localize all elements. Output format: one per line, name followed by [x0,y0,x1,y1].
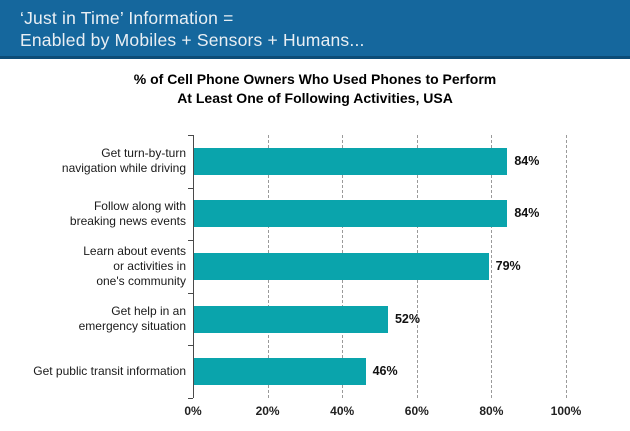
value-label: 46% [372,364,398,379]
category-label-line: emergency situation [78,319,186,334]
category-label-line: one's community [96,273,186,288]
category-label-line: Get help in an [111,304,186,319]
category-label: Get turn-by-turn navigation while driving [4,135,186,188]
gridline-80 [491,135,493,398]
header-title-line-1: ‘Just in Time’ Information = [20,8,234,28]
value-label: 84% [514,153,540,168]
category-label: Learn about events or activities in one's … [4,240,186,293]
y-axis-tick [188,345,193,347]
value-label: 52% [394,311,420,326]
category-label: Get help in an emergency situation [4,293,186,346]
value-label: 84% [514,206,540,221]
chart-title-line-2: At Least One of Following Activities, US… [177,90,453,106]
x-axis-label-100%: 100% [550,404,582,418]
y-axis-tick [188,187,193,189]
y-axis-tick [188,292,193,294]
x-axis-label-60%: 60% [404,404,429,418]
slide-header: ‘Just in Time’ Information = Enabled by … [0,0,630,59]
chart-title-line-1: % of Cell Phone Owners Who Used Phones t… [133,71,497,87]
y-axis-tick [188,398,193,399]
category-label-line: breaking news events [69,213,186,228]
header-title-line-2: Enabled by Mobiles + Sensors + Humans... [20,30,365,50]
x-axis-label-20%: 20% [255,404,280,418]
chart-title: % of Cell Phone Owners Who Used Phones t… [0,70,630,108]
bar-4 [194,305,388,333]
bar-2 [194,200,508,228]
y-axis-line [193,135,194,398]
gridline-100 [566,135,567,398]
bar-5 [194,358,366,386]
x-axis-label-0%: 0% [184,404,202,418]
y-axis-tick [188,240,193,242]
category-label-line: Follow along with [93,198,186,213]
x-axis-label-40%: 40% [330,404,355,418]
y-axis-tick [188,135,193,136]
bar-1 [194,147,508,175]
category-label-line: Get turn-by-turn [101,146,186,161]
bar-3 [194,253,489,280]
value-label: 79% [495,259,521,273]
category-label-line: navigation while driving [61,161,186,176]
category-label-line: Get public transit information [33,364,186,379]
category-label-line: Learn about events [83,243,186,258]
x-axis-label-80%: 80% [479,404,504,418]
category-label: Get public transit information [4,345,186,398]
category-label: Follow along with breaking news events [4,188,186,241]
category-label-line: or activities in [113,258,186,273]
